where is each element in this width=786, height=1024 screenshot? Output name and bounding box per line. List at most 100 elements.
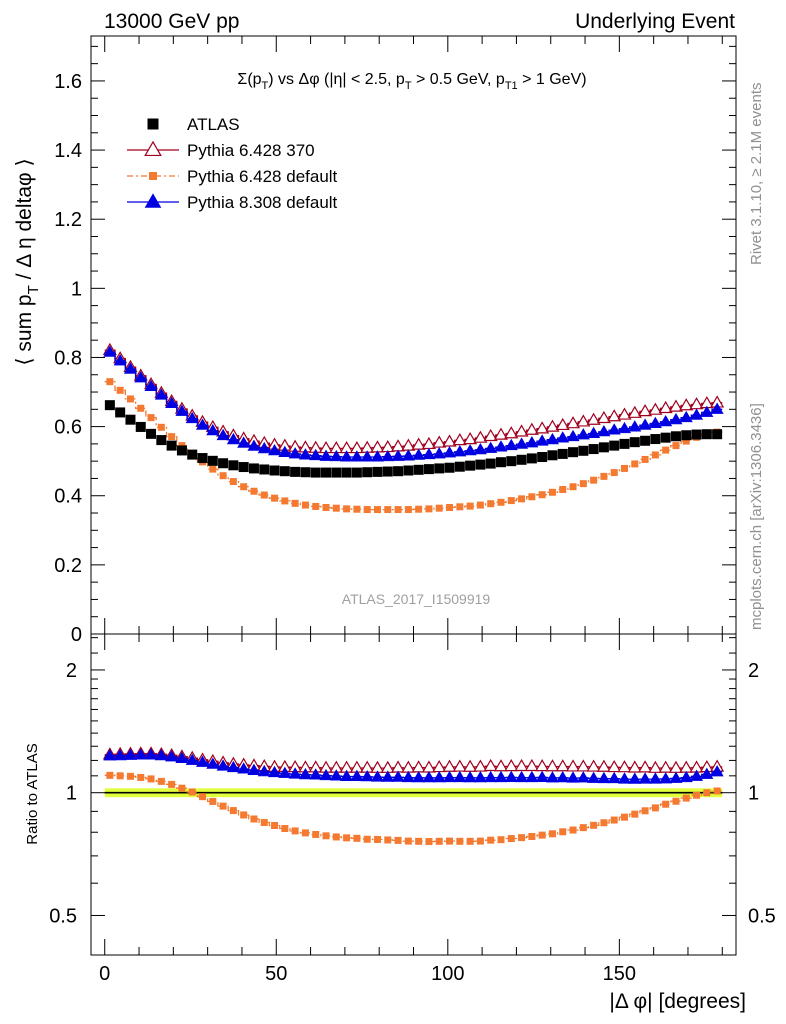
data-point bbox=[278, 766, 292, 778]
data-point bbox=[343, 505, 351, 513]
data-point bbox=[578, 445, 589, 456]
data-point bbox=[298, 767, 312, 780]
data-point bbox=[515, 437, 529, 449]
data-point bbox=[268, 443, 282, 456]
data-point bbox=[526, 453, 537, 464]
legend-marker bbox=[144, 193, 162, 208]
data-point bbox=[247, 763, 261, 775]
data-point bbox=[713, 787, 721, 795]
data-point bbox=[209, 465, 217, 473]
data-point bbox=[638, 772, 652, 784]
data-point bbox=[238, 462, 249, 473]
data-point bbox=[300, 467, 311, 478]
data-point bbox=[487, 836, 495, 844]
data-point bbox=[425, 505, 433, 513]
data-point bbox=[271, 494, 279, 502]
data-point bbox=[281, 497, 289, 505]
data-point bbox=[362, 467, 373, 478]
data-point bbox=[340, 769, 354, 781]
legend-marker bbox=[144, 140, 162, 157]
data-point bbox=[679, 770, 693, 783]
data-point bbox=[116, 772, 124, 780]
mcplots-label: mcplots.cern.ch [arXiv:1306.3436] bbox=[748, 403, 765, 630]
data-point bbox=[372, 466, 383, 477]
data-point bbox=[391, 760, 406, 773]
data-point bbox=[165, 750, 179, 762]
data-point bbox=[659, 772, 673, 784]
data-point bbox=[681, 430, 692, 441]
data-point bbox=[168, 433, 176, 441]
data-point bbox=[516, 454, 527, 465]
data-point bbox=[556, 770, 570, 783]
data-point bbox=[341, 467, 352, 478]
data-point bbox=[248, 463, 259, 474]
ratio-y-tick-label-right: 1 bbox=[748, 783, 759, 805]
data-point bbox=[185, 411, 199, 424]
data-point bbox=[237, 762, 251, 774]
ratio-y-tick-label-right: 2 bbox=[748, 660, 759, 682]
data-point bbox=[672, 797, 680, 805]
series-line bbox=[104, 381, 723, 511]
x-tick-label: 50 bbox=[265, 963, 287, 985]
x-tick-label: 0 bbox=[99, 963, 110, 985]
data-point bbox=[278, 445, 292, 458]
data-point bbox=[658, 400, 673, 414]
data-point bbox=[596, 759, 611, 772]
data-point bbox=[538, 831, 546, 839]
data-point bbox=[528, 832, 536, 840]
data-point bbox=[401, 449, 415, 461]
ratio-y-tick-label: 1 bbox=[66, 783, 77, 805]
data-point bbox=[463, 443, 477, 456]
data-point bbox=[476, 837, 484, 845]
ratio-y-tick-label-right: 0.5 bbox=[748, 905, 776, 927]
data-point bbox=[485, 458, 496, 469]
series-line bbox=[104, 349, 723, 450]
data-point bbox=[309, 448, 323, 461]
data-point bbox=[157, 423, 165, 431]
x-axis-label: |Δ φ| [degrees] bbox=[609, 990, 746, 1013]
data-point bbox=[401, 770, 415, 783]
data-point bbox=[229, 807, 237, 815]
data-point bbox=[631, 460, 639, 468]
data-point bbox=[147, 414, 155, 422]
data-point bbox=[185, 753, 199, 765]
series-line bbox=[104, 351, 723, 458]
data-point bbox=[607, 759, 622, 773]
data-point bbox=[382, 466, 393, 477]
data-point bbox=[401, 760, 416, 773]
data-point bbox=[257, 441, 271, 454]
data-point bbox=[134, 748, 148, 760]
data-point bbox=[545, 432, 559, 445]
data-point bbox=[600, 472, 608, 480]
data-point bbox=[403, 465, 414, 476]
data-point bbox=[545, 419, 560, 432]
data-point bbox=[384, 836, 392, 844]
data-point bbox=[504, 426, 519, 439]
data-point bbox=[693, 791, 701, 799]
data-point bbox=[443, 770, 457, 783]
legend: ATLAS Pythia 6.428 370 Pythia 6.428 defaul… bbox=[127, 115, 338, 212]
data-point bbox=[452, 759, 467, 772]
data-point bbox=[219, 472, 227, 480]
data-point bbox=[218, 458, 229, 469]
data-point bbox=[648, 772, 662, 784]
data-point bbox=[446, 503, 454, 511]
data-point bbox=[373, 835, 381, 843]
data-point bbox=[528, 493, 536, 501]
data-point bbox=[288, 447, 302, 459]
data-point bbox=[617, 407, 632, 420]
main-x-ticks bbox=[104, 36, 723, 634]
data-point bbox=[701, 429, 712, 440]
data-point bbox=[312, 830, 320, 838]
data-point bbox=[660, 432, 671, 443]
data-point bbox=[394, 506, 402, 514]
header-left: 13000 GeV pp bbox=[104, 10, 239, 33]
data-point bbox=[413, 464, 424, 475]
data-point bbox=[507, 835, 515, 843]
data-point bbox=[453, 770, 467, 783]
data-point bbox=[619, 438, 630, 449]
data-point bbox=[123, 748, 137, 760]
data-point bbox=[504, 759, 519, 772]
data-point bbox=[310, 467, 321, 478]
data-point bbox=[206, 423, 220, 436]
